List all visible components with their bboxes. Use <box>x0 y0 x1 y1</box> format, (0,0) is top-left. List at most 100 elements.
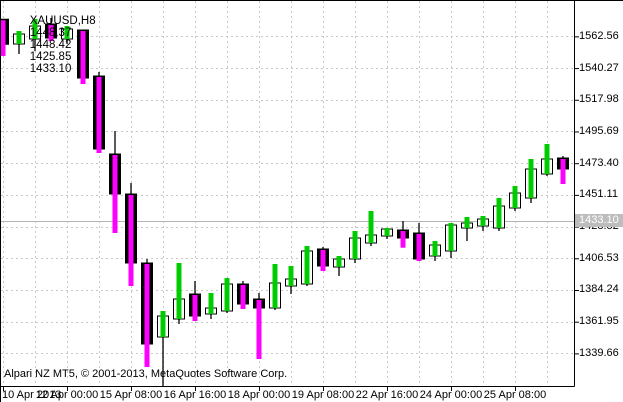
copyright-label: Alpari NZ MT5, © 2001-2013, MetaQuotes S… <box>4 368 288 380</box>
candle <box>141 259 153 367</box>
date-tick-label: 12 Apr 00:00 <box>35 389 99 401</box>
price-tick-label: 1562.56 <box>579 29 619 42</box>
ohlc-open: 1448.37 <box>29 27 72 39</box>
price-tick-label: 1451.11 <box>579 188 618 201</box>
candle <box>237 281 249 309</box>
price-tick-label: 1517.98 <box>579 93 619 106</box>
candle <box>461 217 473 241</box>
candle <box>445 223 457 259</box>
candle <box>429 240 441 262</box>
bear-indicator-stripe <box>1 20 6 56</box>
bull-indicator-stripe <box>496 197 502 229</box>
bull-indicator-stripe <box>432 240 438 257</box>
bear-indicator-stripe <box>96 77 102 154</box>
price-tick-label: 1384.24 <box>579 283 619 296</box>
price-tick-label: 1339.66 <box>579 346 619 359</box>
bull-indicator-stripe <box>272 263 278 308</box>
bear-indicator-stripe <box>560 159 566 185</box>
candle <box>557 155 569 185</box>
current-price-badge: 1433.10 <box>575 214 623 227</box>
bull-indicator-stripe <box>288 265 294 286</box>
bull-indicator-stripe <box>448 223 454 251</box>
bull-indicator-stripe <box>512 186 518 208</box>
price-tick-label: 1540.27 <box>579 61 619 74</box>
candle <box>173 262 185 325</box>
candle <box>477 216 489 231</box>
candle <box>365 210 377 246</box>
date-tick-label: 24 Apr 00:00 <box>419 389 483 401</box>
ohlc-close: 1433.10 <box>29 63 72 75</box>
symbol-period-label: XAUUSD,H8 <box>29 15 96 27</box>
bull-indicator-stripe <box>464 217 470 229</box>
price-tick-label: 1406.53 <box>579 251 619 264</box>
candle <box>189 281 201 322</box>
price-tick-label: 1495.69 <box>579 124 619 137</box>
date-tick-label: 19 Apr 08:00 <box>291 389 355 401</box>
bear-indicator-stripe <box>416 234 422 262</box>
bull-indicator-stripe <box>336 256 342 267</box>
candle <box>93 72 105 154</box>
candle <box>29 19 41 52</box>
bear-indicator-stripe <box>240 285 246 309</box>
bull-indicator-stripe <box>64 26 70 40</box>
bull-indicator-stripe <box>160 311 166 338</box>
bull-indicator-stripe <box>208 293 214 315</box>
candle <box>61 26 73 45</box>
candle <box>269 263 281 310</box>
ohlc-header: XAUUSD,H8 1448.37 1448.42 1425.85 1433.1… <box>17 3 102 87</box>
date-tick-label: 18 Apr 00:00 <box>227 389 291 401</box>
candle <box>221 278 233 314</box>
date-tick-label: 22 Apr 16:00 <box>355 389 419 401</box>
candle <box>109 131 121 234</box>
candle <box>1 18 9 56</box>
candle <box>301 245 313 286</box>
candle <box>205 293 217 320</box>
bull-indicator-stripe <box>480 216 486 227</box>
bear-indicator-stripe <box>256 300 262 360</box>
candle <box>333 256 345 277</box>
bull-indicator-stripe <box>32 19 38 40</box>
ohlc-high: 1448.42 <box>29 39 72 51</box>
bear-indicator-stripe <box>128 195 134 286</box>
candle <box>285 265 297 295</box>
bull-indicator-stripe <box>304 245 310 285</box>
candle <box>13 31 25 55</box>
candle <box>253 293 265 360</box>
bull-indicator-stripe <box>16 31 22 45</box>
candle <box>525 158 537 204</box>
candle <box>45 18 57 42</box>
candle <box>77 29 89 85</box>
bear-indicator-stripe <box>48 25 54 42</box>
bear-indicator-stripe <box>192 295 198 322</box>
bull-indicator-stripe <box>384 228 390 237</box>
date-tick-label: 10 Apr 2013 <box>2 389 62 401</box>
candle <box>317 246 329 271</box>
candle <box>381 228 393 240</box>
bear-indicator-stripe <box>112 155 118 234</box>
candle <box>541 144 553 176</box>
ohlc-low: 1425.85 <box>29 51 72 63</box>
bull-indicator-stripe <box>544 144 550 175</box>
bear-indicator-stripe <box>144 263 150 367</box>
price-tick-label: 1473.40 <box>579 156 619 169</box>
candle <box>349 230 361 263</box>
date-tick-label: 25 Apr 08:00 <box>483 389 547 401</box>
bull-indicator-stripe <box>368 210 374 244</box>
candle <box>509 186 521 211</box>
plot-area[interactable] <box>1 1 574 386</box>
bear-indicator-stripe <box>400 231 406 248</box>
candle <box>493 197 505 231</box>
bull-indicator-stripe <box>528 158 534 198</box>
bull-indicator-stripe <box>176 262 182 320</box>
candle <box>125 182 137 286</box>
date-tick-label: 16 Apr 16:00 <box>163 389 227 401</box>
candle <box>397 220 409 248</box>
bear-indicator-stripe <box>320 249 326 271</box>
candle <box>413 223 425 262</box>
price-tick-label: 1361.95 <box>579 315 619 328</box>
bull-indicator-stripe <box>352 230 358 260</box>
date-tick-label: 15 Apr 08:00 <box>99 389 163 401</box>
candle <box>157 311 169 386</box>
